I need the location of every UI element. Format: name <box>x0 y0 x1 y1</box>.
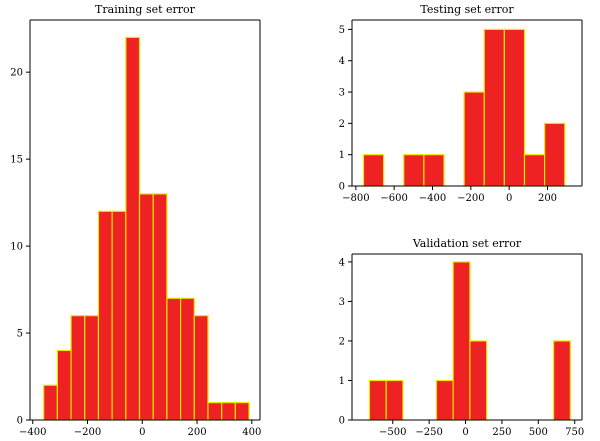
training-bar-10 <box>180 297 195 421</box>
training-x-tick-label: 200 <box>187 427 206 438</box>
testing-x-tick-label: −800 <box>342 193 369 204</box>
training-bar-14 <box>234 402 250 421</box>
training-bar-5 <box>111 210 127 421</box>
validation-x-tick-label: 250 <box>492 427 511 438</box>
validation-y-tick-label: 3 <box>339 297 345 308</box>
training-bar-3 <box>84 315 100 421</box>
validation-y-tick-label: 0 <box>339 416 345 427</box>
testing-bar-0 <box>362 154 385 187</box>
testing-title: Testing set error <box>420 3 514 16</box>
training-bar-1 <box>56 349 72 421</box>
training-histogram: −400 −200 0 200 400 0 5 10 15 20 Training set erro… <box>10 3 261 438</box>
training-x-tick-label: 400 <box>242 427 261 438</box>
testing-histogram: −800 −600 −400 −200 0 200 0 1 2 3 4 5 Testing set er… <box>339 3 583 204</box>
testing-bar-7 <box>503 28 526 187</box>
validation-x-tick-label: −250 <box>415 427 442 438</box>
testing-bar-2 <box>403 154 425 187</box>
validation-y-tick-label: 1 <box>339 376 345 387</box>
training-y-tick-label: 20 <box>10 68 23 79</box>
validation-bar-6 <box>469 340 488 421</box>
validation-bar-5 <box>452 261 471 421</box>
validation-x-tick-label: 500 <box>529 427 548 438</box>
validation-x-tick-label: 750 <box>565 427 584 438</box>
training-bar-9 <box>166 297 182 421</box>
training-bar-12 <box>207 402 223 421</box>
training-bar-4 <box>97 210 113 421</box>
validation-y-tick-label: 4 <box>339 257 345 268</box>
training-y-tick-label: 0 <box>17 416 23 427</box>
testing-bar-9 <box>544 122 566 187</box>
testing-y-tick-label: 4 <box>339 56 345 67</box>
testing-bar-3 <box>423 154 445 187</box>
validation-bar-11 <box>553 340 571 421</box>
training-y-tick-label: 10 <box>10 242 23 253</box>
validation-x-tick-label: 0 <box>462 427 468 438</box>
validation-bar-1 <box>385 379 404 421</box>
validation-y-tick-label: 2 <box>339 336 345 347</box>
training-x-tick-label: −400 <box>19 427 46 438</box>
testing-x-tick-label: −400 <box>419 193 446 204</box>
training-y-tick-label: 15 <box>10 155 23 166</box>
testing-y-tick-label: 5 <box>339 25 345 36</box>
training-y-tick-label: 5 <box>17 329 23 340</box>
validation-bar-4 <box>435 379 454 421</box>
testing-bar-5 <box>463 91 485 187</box>
training-bar-11 <box>193 315 209 421</box>
validation-bar-0 <box>368 379 387 421</box>
validation-histogram: −500 −250 0 250 500 750 0 1 2 3 4 Validation set er… <box>339 237 585 438</box>
training-bar-7 <box>138 193 154 421</box>
testing-y-tick-label: 3 <box>339 88 345 99</box>
training-title: Training set error <box>95 3 196 16</box>
training-x-tick-label: −200 <box>74 427 101 438</box>
training-bar-2 <box>70 315 86 421</box>
testing-bar-6 <box>483 28 505 187</box>
testing-y-tick-label: 2 <box>339 119 345 130</box>
testing-x-tick-label: −200 <box>457 193 484 204</box>
testing-x-tick-label: 200 <box>538 193 557 204</box>
training-x-tick-label: 0 <box>139 427 145 438</box>
testing-x-tick-label: 0 <box>506 193 512 204</box>
testing-x-tick-label: −600 <box>380 193 407 204</box>
testing-y-tick-label: 1 <box>339 150 345 161</box>
training-bar-6 <box>125 36 141 421</box>
training-bar-13 <box>221 402 236 421</box>
validation-x-tick-label: −500 <box>379 427 406 438</box>
validation-title: Validation set error <box>412 237 522 250</box>
training-bar-8 <box>152 193 168 421</box>
training-bar-0 <box>43 384 58 421</box>
testing-bar-8 <box>523 154 546 187</box>
testing-y-tick-label: 0 <box>339 182 345 193</box>
